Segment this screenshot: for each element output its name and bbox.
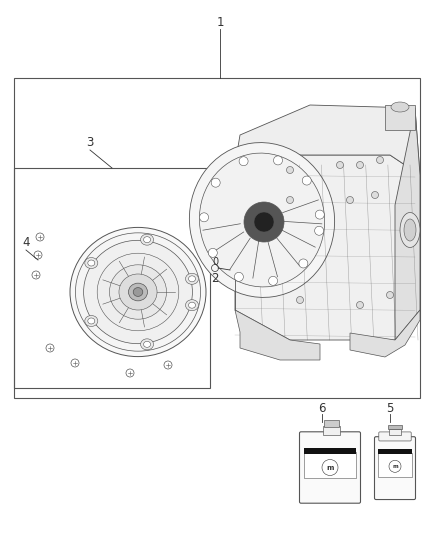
- Circle shape: [386, 292, 393, 298]
- Text: 3: 3: [86, 136, 94, 149]
- Ellipse shape: [75, 233, 201, 351]
- Ellipse shape: [404, 219, 416, 241]
- Ellipse shape: [85, 257, 98, 269]
- Polygon shape: [235, 105, 420, 185]
- Ellipse shape: [188, 302, 195, 308]
- Ellipse shape: [189, 143, 335, 297]
- Ellipse shape: [141, 339, 154, 350]
- Ellipse shape: [141, 234, 154, 245]
- Ellipse shape: [110, 265, 166, 319]
- Ellipse shape: [119, 274, 157, 310]
- Circle shape: [297, 296, 304, 303]
- Bar: [378, 449, 412, 454]
- Circle shape: [254, 212, 274, 232]
- Bar: [323, 426, 340, 435]
- Bar: [14, 78, 420, 398]
- Circle shape: [268, 277, 278, 285]
- Text: 1: 1: [216, 15, 224, 28]
- Circle shape: [200, 213, 208, 222]
- Ellipse shape: [391, 102, 409, 112]
- Ellipse shape: [97, 253, 179, 331]
- Text: 5: 5: [386, 401, 394, 415]
- FancyBboxPatch shape: [339, 443, 359, 475]
- Circle shape: [336, 161, 343, 168]
- Ellipse shape: [186, 273, 198, 284]
- Ellipse shape: [144, 341, 151, 348]
- Bar: [14, 168, 210, 388]
- Polygon shape: [235, 310, 320, 360]
- Circle shape: [302, 176, 311, 185]
- Ellipse shape: [84, 240, 192, 344]
- Ellipse shape: [128, 283, 148, 301]
- Text: 2: 2: [211, 271, 219, 285]
- Circle shape: [273, 156, 283, 165]
- FancyBboxPatch shape: [300, 432, 360, 503]
- Circle shape: [234, 272, 244, 281]
- Circle shape: [346, 197, 353, 204]
- Ellipse shape: [85, 316, 98, 327]
- Text: 6: 6: [318, 401, 326, 415]
- Circle shape: [322, 459, 338, 475]
- Text: m: m: [392, 464, 398, 469]
- Circle shape: [208, 248, 217, 257]
- Ellipse shape: [70, 228, 206, 357]
- FancyBboxPatch shape: [343, 448, 353, 469]
- Bar: [304, 448, 356, 454]
- Polygon shape: [235, 155, 420, 340]
- Circle shape: [286, 197, 293, 204]
- Bar: [389, 429, 401, 435]
- Circle shape: [357, 302, 364, 309]
- Circle shape: [299, 259, 308, 268]
- FancyBboxPatch shape: [374, 437, 416, 499]
- Circle shape: [286, 166, 293, 174]
- Circle shape: [244, 202, 284, 242]
- Text: 0: 0: [212, 257, 218, 267]
- Bar: [304, 453, 356, 479]
- Text: 4: 4: [22, 237, 30, 249]
- Bar: [378, 453, 412, 477]
- Circle shape: [239, 157, 248, 166]
- Ellipse shape: [133, 288, 143, 296]
- Bar: [389, 425, 402, 430]
- Ellipse shape: [88, 318, 95, 324]
- Ellipse shape: [188, 276, 195, 282]
- Ellipse shape: [144, 237, 151, 243]
- Circle shape: [357, 161, 364, 168]
- FancyBboxPatch shape: [379, 432, 411, 441]
- Circle shape: [315, 210, 324, 219]
- Circle shape: [371, 191, 378, 198]
- Ellipse shape: [400, 213, 420, 247]
- Ellipse shape: [186, 300, 198, 311]
- Ellipse shape: [199, 153, 325, 287]
- Ellipse shape: [88, 260, 95, 266]
- Circle shape: [211, 178, 220, 187]
- Bar: [385, 105, 415, 130]
- Circle shape: [314, 227, 324, 235]
- Circle shape: [377, 157, 384, 164]
- Text: m: m: [326, 464, 334, 471]
- Circle shape: [389, 461, 401, 472]
- Polygon shape: [350, 310, 420, 357]
- Bar: [324, 420, 339, 426]
- Polygon shape: [395, 108, 420, 340]
